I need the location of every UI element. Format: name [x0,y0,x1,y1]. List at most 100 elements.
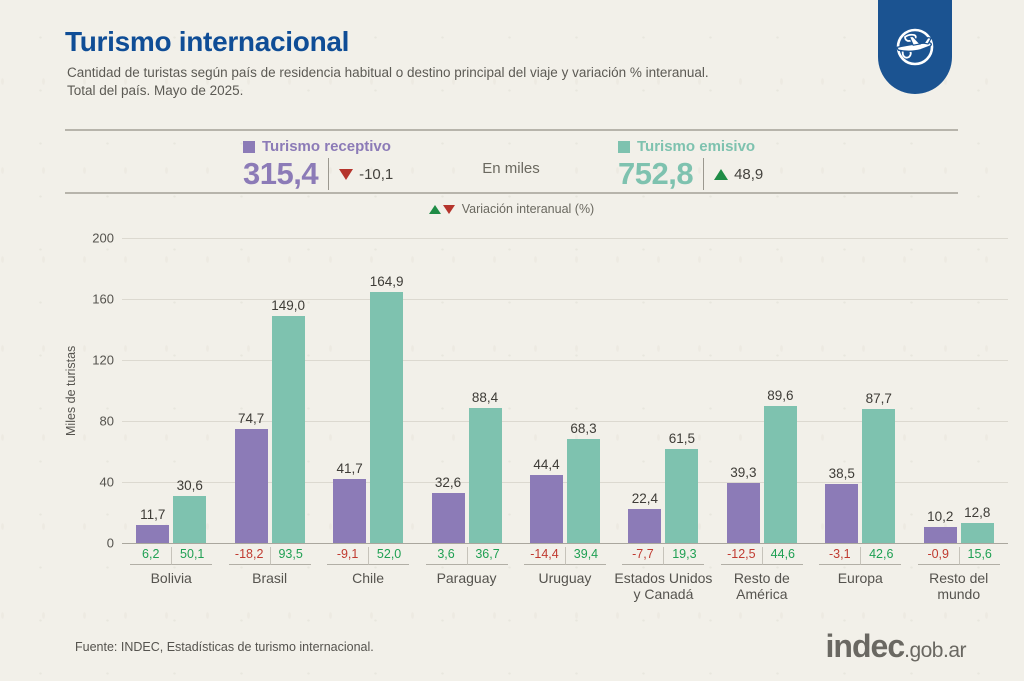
category-label: Europa [837,570,883,586]
bar-value-label: 89,6 [767,388,794,404]
variation-value: -14,4 [523,547,565,565]
bar-value-label: 22,4 [631,490,659,506]
bar-receptivo [136,525,170,543]
category-group: 44,4 68,3 -14,4 39,4 Uruguay [516,238,614,602]
variation-value: 50,1 [171,547,213,565]
indec-logo: indec .gob.ar [825,628,967,665]
category-label: Resto de América [733,570,790,602]
variation-value: 19,3 [663,547,705,565]
category-label: Paraguay [436,570,497,586]
bar-receptivo [333,479,367,543]
receptivo-variation-value: -10,1 [359,165,394,183]
y-axis-ticks: 0 40 80 120 160 200 [70,231,114,551]
variation-value: -9,1 [327,547,369,565]
bar-emisivo [468,408,502,543]
y-tick-label: 120 [92,352,114,368]
variation-pair: -9,1 52,0 [327,547,410,565]
variation-value: 44,6 [761,547,803,565]
variation-pair: -14,4 39,4 [523,547,606,565]
bar-value-label: 61,5 [668,431,696,447]
bar-value-label: 12,8 [964,505,991,521]
bar-value-label: 164,9 [369,273,404,289]
variation-pair: -0,9 15,6 [917,547,1000,565]
indec-logo-suffix: .gob.ar [904,639,966,662]
category-group: 38,5 87,7 -3,1 42,6 Europa [811,238,909,602]
subtitle-line1: Cantidad de turistas según país de resid… [67,65,709,80]
variation-value: 93,5 [269,547,311,565]
bar-emisivo [665,449,699,543]
emisivo-legend-label: Turismo emisivo [637,138,756,155]
chart-columns: 11,7 30,6 6,2 50,1 Bolivia 74,7 149,0 -18,2 93,5… [122,238,1008,602]
bar-receptivo [923,527,957,543]
bar-value-label: 41,7 [336,461,363,477]
variation-pair: 6,2 50,1 [130,547,213,565]
y-tick-label: 200 [92,230,114,246]
category-label: Chile [352,570,385,586]
summary-emisivo: Turismo emisivo 752,8 48,9 [618,138,763,192]
indec-logo-main: indec [825,628,906,664]
bar-receptivo [726,483,760,543]
category-group: 39,3 89,6 -12,5 44,6 Resto de América [713,238,811,602]
bar-value-label: 68,3 [570,420,597,436]
bar-receptivo [628,508,662,543]
tourism-badge [878,0,952,94]
summary-receptivo: Turismo receptivo 315,4 -10,1 [243,138,393,192]
value-divider [703,158,705,190]
y-tick-label: 80 [99,413,114,429]
receptivo-legend-label: Turismo receptivo [262,138,391,155]
category-group: 74,7 149,0 -18,2 93,5 Brasil [220,238,318,602]
category-label: Brasil [252,570,288,586]
arrow-up-icon [714,168,729,180]
bar-emisivo [271,315,305,543]
gridline [122,421,1008,422]
bar-emisivo [173,496,207,543]
bar-emisivo [862,409,896,543]
variation-value: -18,2 [228,547,270,565]
bar-value-label: 39,3 [730,465,757,481]
variation-pair: -18,2 93,5 [228,547,311,565]
bar-emisivo [960,523,994,543]
y-tick-label: 0 [106,535,114,551]
unit-label: En miles [482,160,540,177]
emisivo-legend-swatch [618,140,630,153]
bar-value-label: 38,5 [828,466,855,482]
bar-receptivo [529,475,563,543]
bar-emisivo [763,406,797,543]
variation-value: 52,0 [368,547,410,565]
bar-value-label: 32,6 [434,475,462,491]
emisivo-variation-value: 48,9 [734,165,764,183]
gridline [122,360,1008,361]
variation-value: -0,9 [917,547,959,565]
arrow-down-icon [442,205,455,214]
page-title: Turismo internacional [65,26,350,57]
category-label: Estados Unidos y Canadá [614,570,713,602]
chart-gridlines [122,238,1008,544]
arrow-up-icon [428,205,441,214]
receptivo-legend-swatch [243,140,255,153]
variation-pair: -7,7 19,3 [622,547,705,565]
gridline [122,238,1008,239]
bar-emisivo [370,291,404,543]
divider-top [65,129,958,131]
page-subtitle: Cantidad de turistas según país de resid… [67,64,709,100]
variation-value: 15,6 [958,547,1000,565]
bar-chart: 11,7 30,6 6,2 50,1 Bolivia 74,7 149,0 -18,2 93,5… [122,238,1008,602]
variation-value: -7,7 [622,547,664,565]
bar-value-label: 10,2 [927,509,954,525]
category-group: 41,7 164,9 -9,1 52,0 Chile [319,238,417,602]
variation-value: 42,6 [860,547,902,565]
divider-bottom [65,192,958,194]
variation-value: 39,4 [564,547,606,565]
bar-value-label: 87,7 [865,391,892,407]
category-label: Resto del mundo [929,570,989,602]
bar-value-label: 88,4 [471,390,499,406]
category-label: Uruguay [538,570,592,586]
y-tick-label: 160 [92,291,114,307]
bar-value-label: 149,0 [271,297,306,313]
bar-value-label: 30,6 [176,478,203,494]
y-tick-label: 40 [99,474,114,490]
bar-emisivo [566,438,600,543]
source-note: Fuente: INDEC, Estadísticas de turismo i… [75,640,374,654]
value-divider [328,158,330,190]
